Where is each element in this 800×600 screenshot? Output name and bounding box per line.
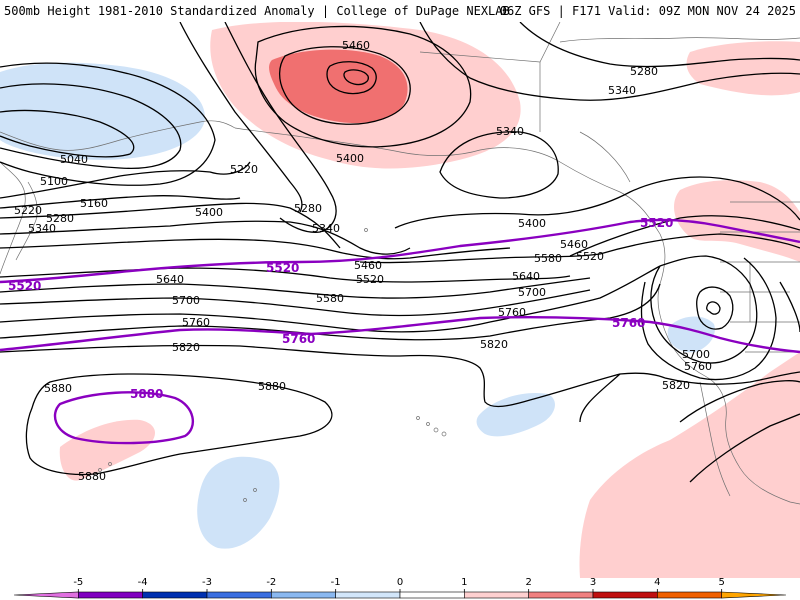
contour-label: 5040 — [60, 153, 88, 166]
contour-label: 5400 — [518, 217, 546, 230]
contour-label: 5820 — [480, 338, 508, 351]
contour-label: 5820 — [172, 341, 200, 354]
header: 500mb Height 1981-2010 Standardized Anom… — [0, 0, 800, 22]
anomaly-shading — [0, 22, 800, 578]
contour-label: 5340 — [312, 222, 340, 235]
colorbar-segment — [78, 591, 143, 599]
contour-label: 5820 — [662, 379, 690, 392]
coastlines — [0, 22, 800, 505]
colorbar-segment — [142, 591, 208, 599]
negative-anomaly-california — [667, 316, 715, 353]
highlight-label: 5520 — [266, 261, 299, 275]
contour-label: 5700 — [172, 294, 200, 307]
colorbar-tick-label: 2 — [525, 577, 531, 588]
colorbar-ticks: -5 -4 -3 -2 -1 0 1 2 3 4 5 — [73, 577, 725, 592]
colorbar-segment — [464, 591, 529, 599]
title-left: 500mb Height 1981-2010 Standardized Anom… — [4, 4, 510, 18]
colorbar-tick-label: 1 — [461, 577, 467, 588]
negative-anomaly-pacific — [197, 456, 280, 549]
height-contours — [0, 22, 800, 483]
contour-label: 5880 — [78, 470, 106, 483]
contour-label: 5640 — [156, 273, 184, 286]
colorbar-segment — [206, 591, 272, 599]
contour-label: 5460 — [342, 39, 370, 52]
contour-label: 5520 — [576, 250, 604, 263]
highlight-label: 5520 — [640, 216, 673, 230]
contour-label: 5220 — [230, 163, 258, 176]
contour-label: 5340 — [496, 125, 524, 138]
colorbar-segment — [528, 591, 594, 599]
highlight-label: 5760 — [282, 332, 315, 346]
colorbar-tick-label: 4 — [654, 577, 660, 588]
contour-label: 5340 — [28, 222, 56, 235]
strong-positive-anomaly — [269, 49, 408, 124]
colorbar-tick-label: -4 — [138, 577, 148, 588]
positive-anomaly-west — [674, 180, 800, 262]
positive-anomaly-canada — [686, 41, 800, 96]
islands — [98, 228, 447, 502]
contour-label: 5580 — [534, 252, 562, 265]
contour-label: 5280 — [630, 65, 658, 78]
contour-label: 5760 — [498, 306, 526, 319]
highlight-label: 5520 — [8, 279, 41, 293]
colorbar-tick-label: 0 — [397, 577, 403, 588]
negative-anomaly-siberia — [0, 62, 205, 160]
contour-label: 5280 — [294, 202, 322, 215]
contour-label: 5520 — [356, 273, 384, 286]
colorbar-segment — [657, 591, 722, 599]
contour-label: 5760 — [684, 360, 712, 373]
colorbar: -5 -4 -3 -2 -1 0 1 2 3 4 5 — [13, 577, 787, 599]
contour-label: 5460 — [560, 238, 588, 251]
colorbar-segment — [271, 591, 336, 599]
anomaly-map: 5460 5280 5340 5340 5400 5040 5100 5220 … — [0, 22, 800, 578]
colorbar-segments — [13, 591, 787, 599]
contour-label: 5880 — [258, 380, 286, 393]
highlight-labels: 5520 5520 5520 5760 5760 5880 — [8, 216, 673, 401]
contour-label: 5760 — [182, 316, 210, 329]
colorbar-segment — [399, 591, 465, 599]
contour-label: 5160 — [80, 197, 108, 210]
contour-label: 5100 — [40, 175, 68, 188]
colorbar-tick-label: 5 — [718, 577, 724, 588]
title-right: 06Z GFS | F171 Valid: 09Z MON NOV 24 202… — [499, 4, 796, 18]
contour-label: 5880 — [44, 382, 72, 395]
contour-label: 5280 — [46, 212, 74, 225]
contour-label: 5220 — [14, 204, 42, 217]
contour-labels: 5460 5280 5340 5340 5400 5040 5100 5220 … — [14, 39, 712, 483]
colorbar-segment — [721, 591, 787, 599]
positive-anomaly-mexico — [579, 352, 800, 578]
contour-label: 5340 — [608, 84, 636, 97]
contour-label: 5400 — [195, 206, 223, 219]
positive-anomaly-dateline — [59, 419, 155, 481]
colorbar-tick-label: 3 — [590, 577, 596, 588]
colorbar-tick-label: -1 — [331, 577, 341, 588]
colorbar-tick-label: -5 — [73, 577, 83, 588]
contour-label: 5640 — [512, 270, 540, 283]
contour-label: 5400 — [336, 152, 364, 165]
highlight-label: 5760 — [612, 316, 645, 330]
contour-label: 5460 — [354, 259, 382, 272]
colorbar-tick-label: -2 — [266, 577, 276, 588]
contour-label: 5580 — [316, 292, 344, 305]
negative-anomaly-hawaii — [476, 392, 555, 437]
colorbar-segment — [592, 591, 658, 599]
highlight-label: 5880 — [130, 387, 163, 401]
contour-label: 5700 — [518, 286, 546, 299]
colorbar-tick-label: -3 — [202, 577, 212, 588]
colorbar-segment — [335, 591, 401, 599]
highlight-contours — [0, 218, 800, 445]
colorbar-segment — [13, 591, 79, 599]
contour-label: 5700 — [682, 348, 710, 361]
